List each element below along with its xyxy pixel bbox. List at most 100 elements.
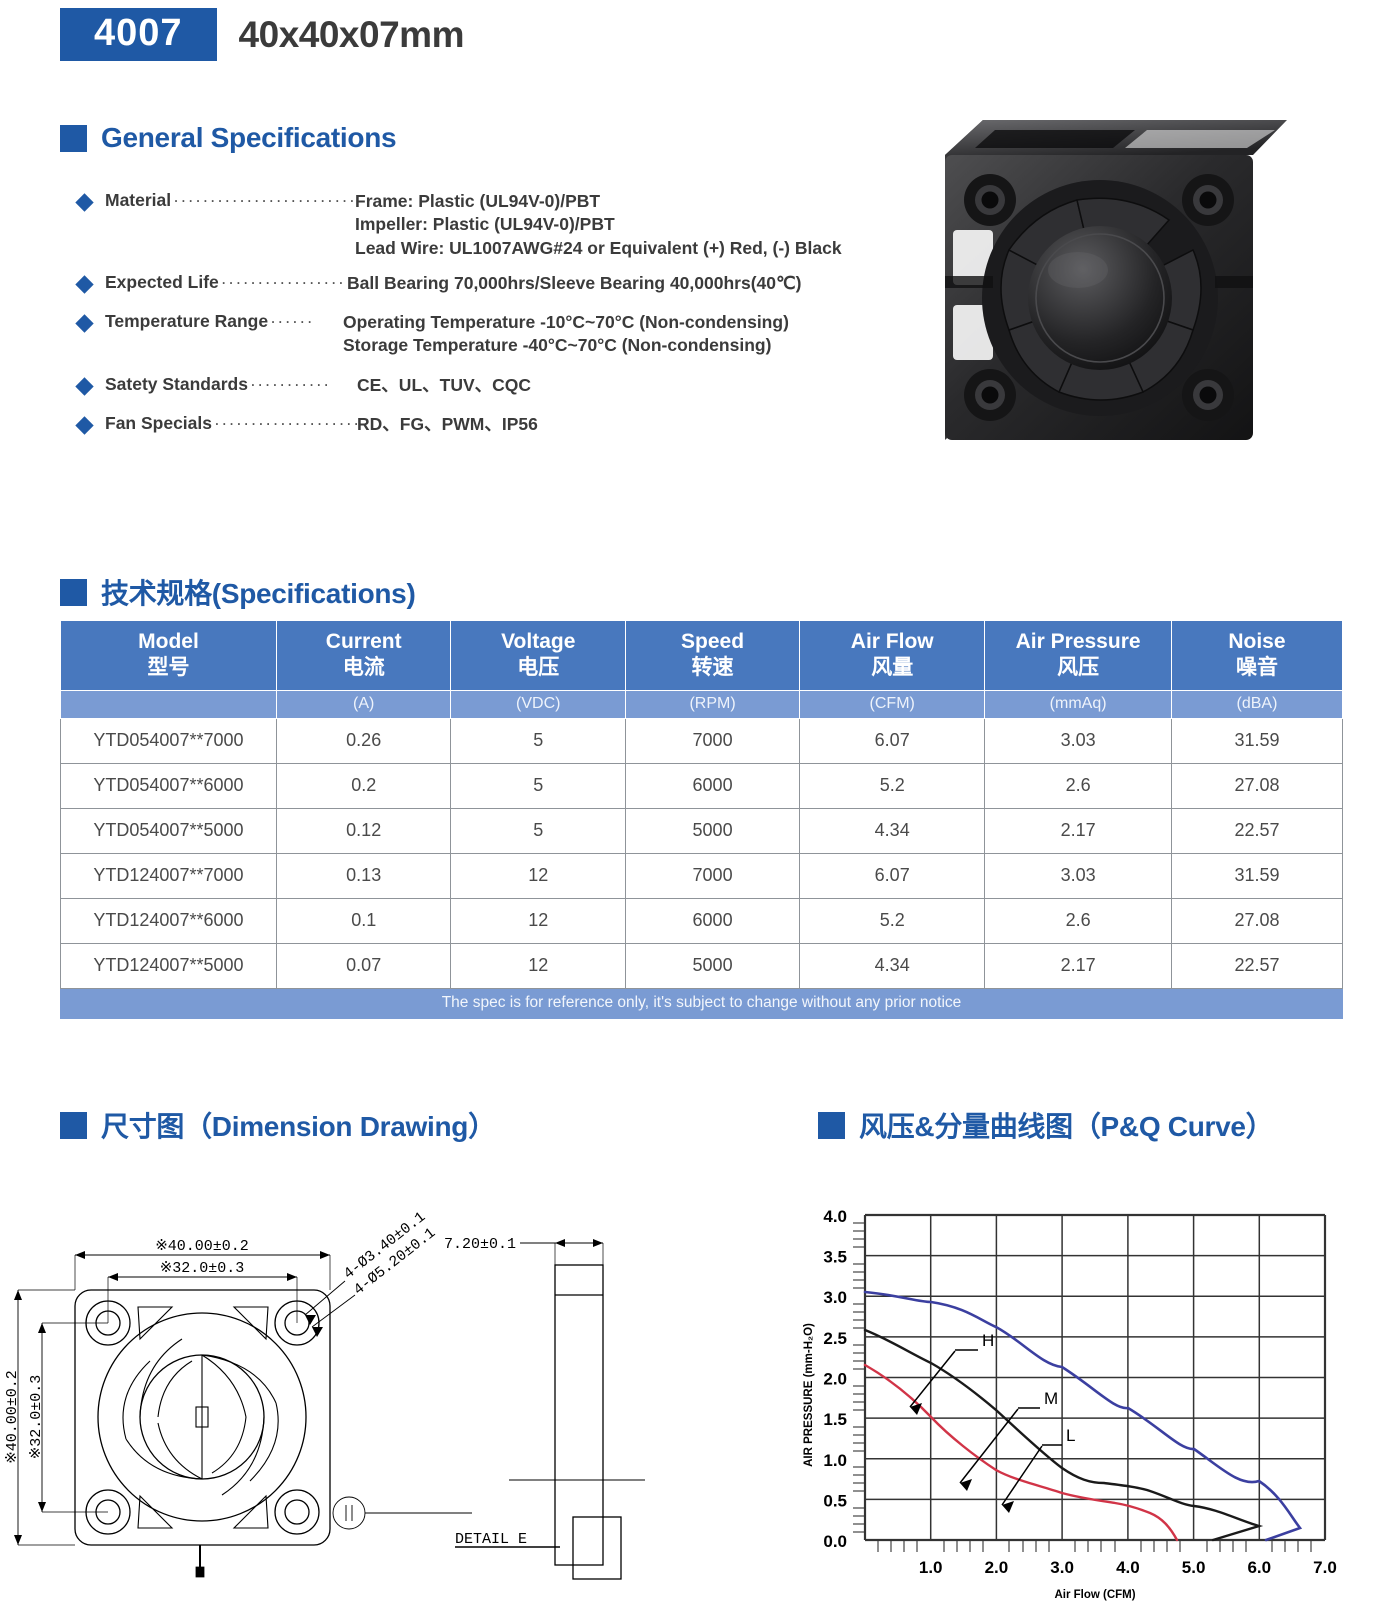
general-specifications-heading: General Specifications	[60, 122, 397, 154]
product-dimensions-title: 40x40x07mm	[238, 13, 465, 55]
y-tick-2-0: 2.0	[823, 1370, 847, 1389]
header-en: Voltage	[501, 630, 576, 653]
cell-voltage: 12	[450, 898, 626, 945]
table-note-row: The spec is for reference only, it's sub…	[60, 988, 1343, 1020]
cell-air-flow: 4.34	[799, 808, 986, 855]
cell-voltage: 12	[450, 943, 626, 990]
leader-dots: ······	[270, 311, 315, 332]
cell-air-pressure: 2.6	[984, 763, 1172, 810]
spec-value-group: Ball Bearing 70,000hrs/Sleeve Bearing 40…	[347, 272, 801, 295]
header-cn: 风量	[871, 655, 914, 679]
unit-noise: (dBA)	[1170, 690, 1344, 720]
spec-item-temperature-range: Temperature Range ······ Operating Tempe…	[75, 311, 958, 358]
header-cn: 电流	[342, 655, 385, 679]
diamond-bullet-icon	[75, 376, 94, 396]
dimension-drawing-figure: ※40.00±0.2 ※32.0±0.3 ※40.00±0.2 ※32.0±0.…	[0, 1195, 690, 1605]
cell-model: YTD054007**7000	[60, 718, 277, 765]
cell-speed: 5000	[624, 808, 801, 855]
spec-item-material: Material ·························· Fram…	[75, 190, 958, 260]
header-cn: 型号	[147, 655, 190, 679]
pq-curve-heading: 风压&分量曲线图（P&Q Curve）	[818, 1105, 1274, 1145]
detail-e-label: DETAIL E	[455, 1531, 527, 1548]
curve-m	[863, 1328, 1264, 1542]
spec-value-group: Frame: Plastic (UL94V-0)/PBT Impeller: P…	[355, 190, 842, 260]
leader-dots: ···········	[249, 373, 331, 394]
page-header: 4007 40x40x07mm	[60, 8, 464, 61]
pq-curve-chart: H M L 4.0 3.5 3.0 2.5 2.0 1.5 1.0 0.5 0.…	[790, 1195, 1370, 1610]
spec-value: Ball Bearing 70,000hrs/Sleeve Bearing 40…	[347, 272, 802, 293]
table-header-row: Model 型号 Current 电流 Voltage 电压 Speed 转速 …	[60, 619, 1344, 692]
spec-value: RD、FG、PWM、IP56	[357, 413, 538, 434]
cell-speed: 7000	[624, 718, 801, 765]
pq-curve-title: 风压&分量曲线图（P&Q Curve）	[859, 1111, 1274, 1142]
header-cn: 电压	[517, 655, 560, 679]
column-header-noise: Noise 噪音	[1170, 619, 1344, 692]
cell-air-pressure: 2.6	[984, 898, 1172, 945]
spec-item-safety-standards: Satety Standards ··········· CE、UL、TUV、C…	[75, 373, 958, 397]
x-tick-3-0: 3.0	[1050, 1558, 1074, 1577]
x-tick-4-0: 4.0	[1116, 1558, 1140, 1577]
leader-dots: ····················	[220, 271, 347, 292]
cell-noise: 27.08	[1170, 898, 1344, 945]
unit-air-pressure: (mmAq)	[984, 690, 1172, 720]
blue-square-bullet-icon	[60, 1111, 87, 1139]
x-axis-label: Air Flow (CFM)	[1054, 1589, 1135, 1601]
dimension-drawing-heading: 尺寸图（Dimension Drawing）	[60, 1105, 496, 1145]
x-tick-5-0: 5.0	[1182, 1558, 1206, 1577]
specifications-table-title: 技术规格(Specifications)	[101, 578, 416, 609]
table-row: YTD124007**5000 0.07 12 5000 4.34 2.17 2…	[60, 943, 1344, 990]
specifications-table: Model 型号 Current 电流 Voltage 电压 Speed 转速 …	[60, 619, 1344, 1020]
cell-voltage: 12	[450, 853, 626, 900]
header-en: Speed	[681, 630, 745, 653]
cell-current: 0.13	[275, 853, 452, 900]
x-tick-1-0: 1.0	[919, 1558, 943, 1577]
blue-square-bullet-icon	[60, 578, 87, 606]
curve-h	[863, 1290, 1303, 1542]
spec-label: Expected Life	[105, 271, 219, 292]
spec-item-fan-specials: Fan Specials ······················· RD、…	[75, 413, 958, 436]
y-tick-0-5: 0.5	[823, 1491, 847, 1510]
y-tick-2-5: 2.5	[823, 1329, 847, 1348]
spec-value-group: CE、UL、TUV、CQC	[357, 374, 531, 397]
cell-air-flow: 4.34	[799, 943, 986, 990]
cell-model: YTD124007**7000	[60, 853, 277, 900]
header-en: Air Pressure	[1015, 630, 1141, 653]
cell-model: YTD054007**5000	[60, 808, 277, 855]
column-header-voltage: Voltage 电压	[450, 619, 626, 692]
unit-current: (A)	[275, 690, 452, 720]
table-disclaimer-note: The spec is for reference only, it's sub…	[60, 988, 1343, 1020]
cell-air-flow: 6.07	[799, 718, 986, 765]
unit-voltage: (VDC)	[450, 690, 626, 720]
column-header-model: Model 型号	[60, 619, 277, 692]
spec-value: Impeller: Plastic (UL94V-0)/PBT	[355, 214, 615, 235]
column-header-speed: Speed 转速	[624, 619, 801, 692]
blue-square-bullet-icon	[60, 124, 87, 152]
cell-noise: 22.57	[1170, 943, 1344, 990]
curve-l	[863, 1363, 1179, 1542]
cell-speed: 7000	[624, 853, 801, 900]
spec-value-group: Operating Temperature -10°C~70°C (Non-co…	[343, 311, 789, 358]
model-badge: 4007	[60, 8, 217, 61]
table-row: YTD124007**6000 0.1 12 6000 5.2 2.6 27.0…	[60, 898, 1344, 945]
header-en: Model	[138, 630, 199, 653]
header-cn: 风压	[1057, 655, 1100, 679]
cell-voltage: 5	[450, 763, 626, 810]
column-header-air-pressure: Air Pressure 风压	[984, 619, 1172, 692]
cell-speed: 6000	[624, 898, 801, 945]
diamond-bullet-icon	[75, 416, 94, 435]
cell-air-pressure: 3.03	[984, 853, 1172, 900]
dim-width-outer: ※40.00±0.2	[155, 1238, 249, 1255]
spec-label: Temperature Range	[105, 311, 269, 332]
cell-air-pressure: 2.17	[984, 808, 1172, 855]
specifications-table-heading: 技术规格(Specifications)	[60, 572, 416, 612]
cell-noise: 27.08	[1170, 763, 1344, 810]
curve-label-l: L	[1066, 1426, 1075, 1445]
cell-air-pressure: 2.17	[984, 943, 1172, 990]
curve-label-h: H	[982, 1331, 994, 1350]
cell-air-flow: 6.07	[799, 853, 986, 900]
leader-dots: ··························	[173, 190, 355, 210]
x-tick-2-0: 2.0	[985, 1558, 1009, 1577]
cell-model: YTD124007**6000	[60, 898, 277, 945]
y-tick-0-0: 0.0	[823, 1532, 847, 1551]
cell-model: YTD054007**6000	[60, 763, 277, 810]
